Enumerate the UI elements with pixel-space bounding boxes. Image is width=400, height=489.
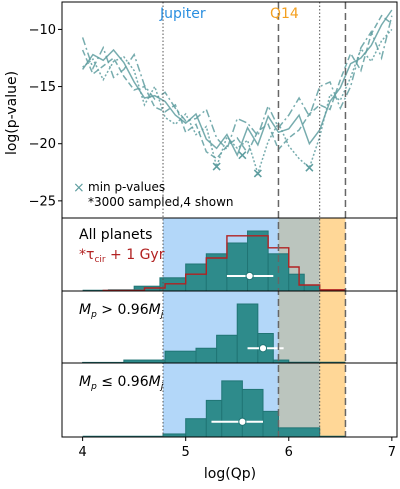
x-tick-label: 4: [78, 445, 86, 460]
panel-title-all-planets: All planets: [79, 227, 152, 243]
x-tick-label: 5: [182, 445, 190, 460]
min-pvalue-marker: [305, 163, 314, 172]
hist-bar: [236, 303, 259, 364]
hist-bar: [164, 350, 197, 364]
y-tick-label: −20: [29, 137, 56, 152]
region-q14: [319, 218, 346, 437]
region-label-jupiter: Jupiter: [159, 6, 206, 22]
hist-bar: [303, 284, 321, 292]
hist-bar: [226, 242, 249, 292]
lines-layer: [81, 9, 393, 178]
median-point: [238, 417, 247, 426]
y-axis-label: log(p-value): [4, 71, 20, 155]
y-tick-label: −10: [29, 23, 56, 38]
hist-bar: [241, 388, 264, 438]
hist-bar: [195, 347, 218, 364]
pvalue-series-line: [82, 28, 393, 176]
panel-title-mass-high: Mp > 0.96Mj: [79, 302, 164, 320]
min-pvalue-marker-stroke: [253, 169, 262, 178]
legend-label-sampled: *3000 sampled,4 shown: [88, 195, 233, 209]
region-overlap: [278, 218, 320, 437]
histograms-layer: [82, 230, 347, 438]
hist-bar: [262, 410, 279, 438]
x-tick-label: 6: [285, 445, 293, 460]
hist-bar: [205, 399, 223, 438]
panel-frame: [61, 362, 398, 438]
x-tick-label: 7: [388, 445, 396, 460]
hist-bar: [185, 418, 207, 438]
step-line-tau: [102, 235, 347, 292]
hist-bar: [277, 427, 321, 438]
region-label-q14: Q14: [270, 6, 299, 22]
legend-marker-icon: ×: [73, 180, 85, 196]
min-pvalue-marker-stroke: [238, 151, 247, 160]
min-pvalue-marker: [238, 151, 247, 160]
ticks-layer: −10 −15 −20 −25 4 5 6 7: [29, 23, 396, 460]
hist-bar: [221, 380, 243, 438]
min-pvalue-marker: [253, 169, 262, 178]
hist-bar: [288, 273, 305, 292]
min-pvalue-marker-stroke: [212, 162, 221, 171]
hist-bar: [216, 334, 238, 364]
pvalue-series-line: [81, 14, 393, 160]
y-tick-label: −15: [29, 80, 56, 95]
pvalue-series-line: [81, 15, 393, 151]
panel-title-mass-low: Mp ≤ 0.96Mj: [79, 374, 164, 392]
y-tick-label: −25: [29, 194, 56, 209]
annotation-tau-cir: *τcir + 1 Gyr: [79, 247, 165, 265]
x-axis-label: log(Qp): [204, 466, 256, 482]
legend-label-min-pvalues: min p-values: [88, 180, 165, 194]
frames-layer: [61, 1, 398, 438]
vlines-layer: [162, 2, 347, 437]
median-point: [258, 344, 268, 353]
pvalue-series-line: [81, 9, 393, 158]
min-pvalue-marker: [212, 162, 221, 171]
median-point: [245, 271, 254, 281]
hist-bar: [185, 263, 207, 292]
hist-bar: [247, 230, 269, 292]
hist-bar: [205, 253, 228, 292]
min-pvalue-marker-stroke: [305, 163, 314, 172]
